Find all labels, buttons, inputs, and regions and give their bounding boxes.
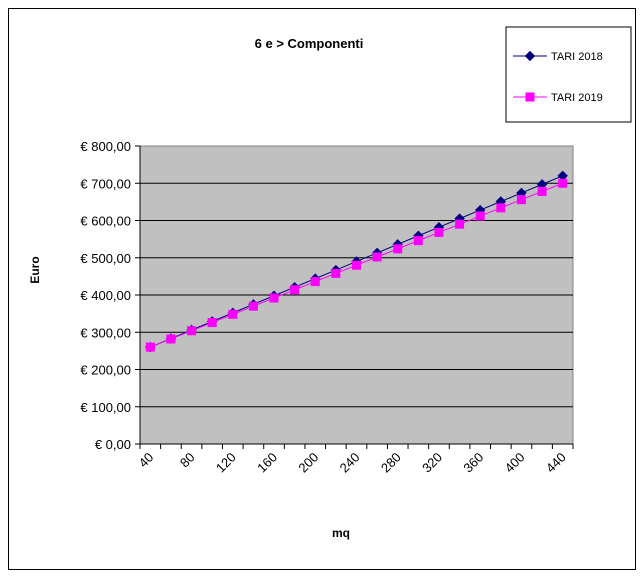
y-tick-label: € 400,00 (80, 288, 131, 303)
x-tick-label: 40 (136, 450, 157, 471)
data-point (290, 285, 300, 295)
legend-marker (525, 92, 535, 102)
series-layer (145, 170, 568, 353)
line-chart: 6 e > Componenti Euro mq € 0,00 € 100,00 €… (28, 26, 632, 540)
chart-title: 6 e > Componenti (255, 36, 364, 51)
legend: TARI 2018 TARI 2019 (505, 26, 632, 123)
data-point (166, 334, 176, 344)
legend-label: TARI 2019 (551, 92, 603, 104)
x-tick-label: 280 (378, 450, 404, 476)
data-point (207, 318, 217, 328)
x-tick-label: 240 (337, 450, 363, 476)
y-tick-label: € 800,00 (80, 139, 131, 154)
data-point (248, 301, 258, 311)
data-point (537, 186, 547, 196)
legend-box (505, 26, 632, 123)
data-point (393, 244, 403, 254)
data-point (455, 219, 465, 229)
x-tick-label: 200 (295, 450, 321, 476)
data-point (558, 178, 568, 188)
data-point (331, 268, 341, 278)
y-tick-label: € 600,00 (80, 214, 131, 229)
y-tick-label: € 300,00 (80, 325, 131, 340)
series-2 (145, 178, 568, 352)
data-point (187, 326, 197, 336)
y-tick-label: € 0,00 (95, 437, 131, 452)
data-point (413, 236, 423, 246)
y-tick-label: € 700,00 (80, 176, 131, 191)
x-tick-label: 160 (254, 450, 280, 476)
data-point (434, 227, 444, 237)
legend-label: TARI 2018 (551, 51, 603, 63)
data-point (516, 195, 526, 205)
data-point (145, 342, 155, 352)
x-tick-label: 440 (543, 450, 569, 476)
legend-marker (524, 50, 536, 62)
x-tick-label: 80 (177, 450, 198, 471)
y-axis-title: Euro (28, 256, 42, 283)
x-tick-label: 120 (213, 450, 239, 476)
data-point (310, 277, 320, 287)
data-point (496, 203, 506, 213)
data-point (372, 252, 382, 262)
data-point (228, 309, 238, 319)
x-axis-title: mq (332, 526, 350, 540)
data-point (352, 260, 361, 270)
y-tick-label: € 100,00 (80, 400, 131, 415)
data-point (269, 293, 279, 303)
x-tick-label: 400 (502, 450, 528, 476)
chart-frame: 6 e > Componenti Euro mq € 0,00 € 100,00 €… (8, 8, 636, 570)
data-point (475, 211, 485, 221)
y-tick-label: € 500,00 (80, 251, 131, 266)
x-tick-label: 320 (419, 450, 445, 476)
x-tick-label: 360 (460, 450, 486, 476)
y-tick-label: € 200,00 (80, 363, 131, 378)
